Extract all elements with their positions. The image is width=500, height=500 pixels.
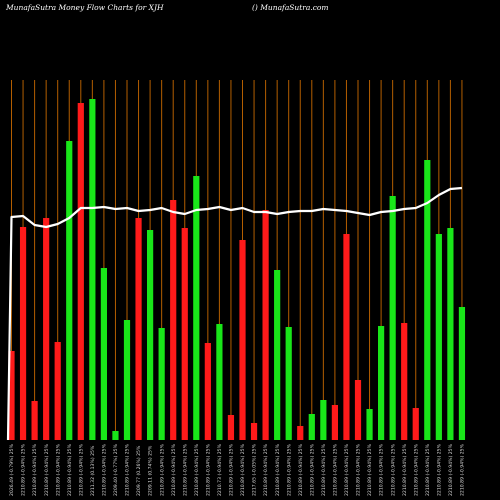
x-tick-label: 2210.89 (-0.94%) 25% (67, 443, 73, 496)
bar (435, 234, 442, 440)
x-tick-label: 2210.89 (-0.94%) 25% (21, 443, 27, 496)
bar (297, 426, 304, 440)
x-tick-label: 2211.32 (0.13%) 25% (90, 445, 96, 496)
x-tick-label: 2210.89 (-0.94%) 25% (205, 443, 211, 496)
x-tick-label: 2209.77 (0.26%) 25% (136, 445, 142, 496)
x-tick-label: 2210.89 (-0.94%) 25% (102, 443, 108, 496)
x-tick-label: 2210.89 (-0.94%) 25% (402, 443, 408, 496)
bar (204, 343, 211, 440)
chart-title: MunafaSutra Money Flow Charts for XJH (5, 3, 164, 12)
x-tick-label: 2210.89 (-0.94%) 25% (309, 443, 315, 496)
bar (216, 324, 223, 440)
x-axis-tick-labels: 2026.49 (-0.79%) 25% 2210.89 (-0.94%) 25%… (9, 443, 465, 496)
bar (424, 160, 431, 440)
bar-series (8, 99, 466, 440)
bar (123, 320, 131, 440)
bar (412, 408, 419, 440)
x-tick-label: 2210.89 (-0.94%) 25% (356, 443, 362, 496)
x-tick-label: 2210.89 (-0.94%) 25% (263, 443, 269, 496)
x-tick-label: 2209.40 (-0.77%) 25% (113, 443, 119, 496)
x-tick-label: 2210.89 (-0.94%) 25% (367, 443, 373, 496)
x-tick-label: 2210.89 (-0.94%) 25% (78, 443, 84, 496)
bar (401, 323, 408, 440)
bar (54, 342, 61, 440)
x-tick-label: 2210.89 (-0.94%) 25% (436, 443, 442, 496)
x-tick-label: 2217.65 (-0.05%) 25% (252, 443, 258, 496)
x-tick-label: 2210.89 (-0.94%) 25% (55, 443, 61, 496)
x-tick-label: 2209.11 (0.74%) 25% (148, 445, 154, 496)
bar (158, 328, 165, 440)
bar (89, 99, 96, 440)
bar (31, 401, 38, 440)
x-tick-label: 2210.89 (-0.94%) 25% (448, 443, 454, 496)
x-tick-label: 2210.89 (-0.94%) 25% (460, 443, 466, 496)
x-tick-label: 2210.89 (-0.94%) 25% (125, 443, 131, 496)
x-tick-label: 2210.89 (-0.94%) 25% (321, 443, 327, 496)
bar (308, 414, 315, 440)
bar (285, 327, 292, 440)
x-tick-label: 2210.89 (-0.94%) 25% (333, 443, 339, 496)
bar (343, 234, 350, 440)
x-tick-label: 2210.89 (-0.94%) 25% (275, 443, 281, 496)
x-tick-label: 2210.89 (-0.94%) 25% (344, 443, 350, 496)
bar (100, 268, 107, 440)
x-tick-label: 2210.89 (-0.94%) 25% (171, 443, 177, 496)
x-tick-label: 2210.89 (-0.94%) 25% (379, 443, 385, 496)
x-tick-label: 2210.89 (-0.94%) 25% (44, 443, 50, 496)
x-tick-label: 2210.89 (-0.94%) 25% (425, 443, 431, 496)
bar (181, 228, 188, 440)
x-tick-label: 2210.89 (-0.94%) 25% (298, 443, 304, 496)
bar (458, 307, 466, 440)
bar (66, 141, 73, 440)
bar (354, 380, 362, 440)
bar (147, 230, 154, 440)
x-tick-label: 2210.89 (-0.94%) 25% (159, 443, 165, 496)
x-tick-label: 2210.89 (-0.94%) 25% (286, 443, 292, 496)
bar (77, 103, 84, 440)
x-tick-label: 2026.49 (-0.79%) 25% (9, 443, 15, 496)
bar (366, 409, 373, 440)
bar (239, 240, 246, 440)
x-tick-label: 2210.73 (-0.94%) 25% (217, 443, 223, 496)
bar (43, 218, 50, 440)
bar (447, 228, 454, 440)
x-tick-label: 2210.89 (-0.94%) 25% (182, 443, 188, 496)
bar (331, 405, 338, 440)
x-tick-label: 2210.89 (-0.94%) 25% (413, 443, 419, 496)
bar (250, 423, 258, 440)
money-flow-line (6, 186, 463, 441)
bar (135, 218, 142, 440)
bar (112, 431, 119, 440)
bar (389, 196, 396, 440)
bar (378, 326, 385, 440)
bar (170, 200, 177, 440)
bar (227, 415, 235, 440)
x-tick-label: 2210.89 (-0.94%) 25% (390, 443, 396, 496)
x-tick-label: 2210.89 (-0.94%) 25% (194, 443, 200, 496)
bar (8, 351, 15, 440)
bar (193, 176, 200, 440)
bar (274, 270, 281, 440)
x-tick-label: 2210.89 (-0.94%) 25% (229, 443, 235, 496)
bar (19, 227, 27, 440)
bar (320, 400, 327, 440)
x-tick-label: 2210.89 (-0.94%) 25% (32, 443, 38, 496)
x-tick-label: 2210.89 (-0.94%) 25% (240, 443, 246, 496)
bar (262, 210, 269, 440)
site-label: () MunafaSutra.com (252, 3, 329, 12)
